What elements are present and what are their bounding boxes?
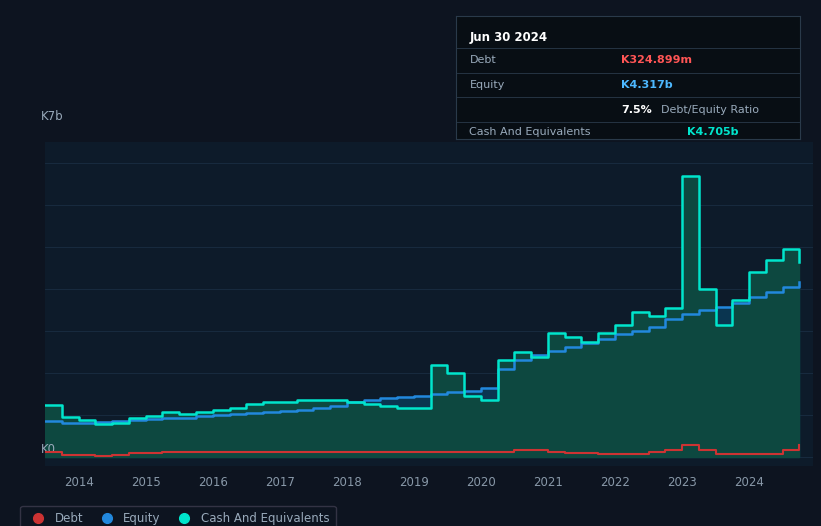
Text: K7b: K7b <box>41 109 64 123</box>
Legend: Debt, Equity, Cash And Equivalents: Debt, Equity, Cash And Equivalents <box>21 506 336 526</box>
Text: K4.317b: K4.317b <box>621 80 672 90</box>
Text: Debt/Equity Ratio: Debt/Equity Ratio <box>661 105 759 115</box>
Text: Equity: Equity <box>470 80 505 90</box>
Text: Debt: Debt <box>470 55 496 65</box>
Text: K4.705b: K4.705b <box>686 127 738 137</box>
Text: Jun 30 2024: Jun 30 2024 <box>470 31 548 44</box>
Text: Cash And Equivalents: Cash And Equivalents <box>470 127 591 137</box>
Text: K324.899m: K324.899m <box>621 55 692 65</box>
Text: 7.5%: 7.5% <box>621 105 652 115</box>
Text: K0: K0 <box>41 443 57 456</box>
